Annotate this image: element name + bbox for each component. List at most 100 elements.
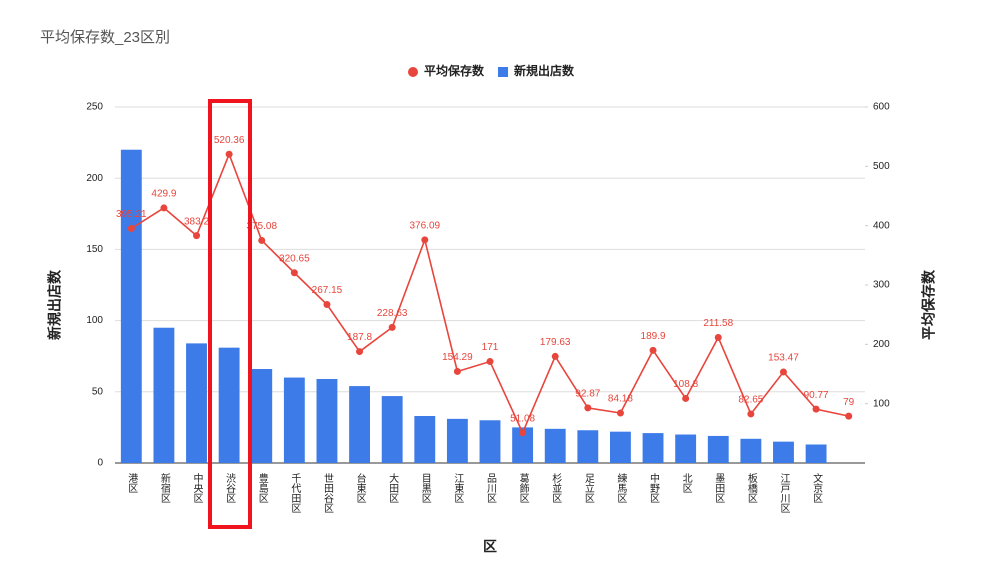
point <box>616 409 624 417</box>
data-label: 92.87 <box>575 389 600 400</box>
point <box>388 323 396 331</box>
point <box>225 150 233 158</box>
y2-tick-label: 600 <box>873 102 890 113</box>
legend: 平均保存数 新規出店数 <box>408 63 575 78</box>
x-tick-label: 大田区 <box>387 472 399 503</box>
bar <box>610 431 631 463</box>
bar <box>773 441 794 463</box>
x-tick-label: 葛飾区 <box>517 472 529 503</box>
x-tick-label: 品川区 <box>485 473 497 503</box>
point <box>519 429 527 437</box>
point <box>779 368 787 376</box>
y-tick-label: 150 <box>86 244 103 255</box>
x-tick-label: 千代田区 <box>289 473 301 513</box>
x-tick-label: 練馬区 <box>615 472 627 503</box>
bar <box>218 347 240 463</box>
point <box>258 236 266 244</box>
bar <box>414 416 436 463</box>
legend-swatch <box>408 67 418 77</box>
legend-swatch <box>498 67 509 77</box>
legend-label: 新規出店数 <box>514 63 575 78</box>
point <box>193 232 201 240</box>
x-tick-label: 墨田区 <box>713 473 725 503</box>
x-tick-label: 杉並区 <box>550 472 562 503</box>
data-label: 520.36 <box>214 135 245 146</box>
point <box>453 367 461 375</box>
y-tick-label: 250 <box>86 102 103 113</box>
y-tick-label: 50 <box>92 386 104 397</box>
bar <box>251 369 273 463</box>
point <box>356 348 364 356</box>
bar <box>544 428 566 463</box>
x-tick-label: 新宿区 <box>158 472 170 503</box>
data-label: 395.21 <box>116 209 147 220</box>
x-tick-label: 世田谷区 <box>321 473 333 513</box>
bar <box>446 418 468 463</box>
data-label: 189.9 <box>641 331 666 342</box>
bar <box>120 149 142 463</box>
data-label: 154.29 <box>442 352 473 363</box>
y2-tick-label: 100 <box>873 398 890 409</box>
x-tick-label: 目黒区 <box>419 473 431 503</box>
y2-tick-label: 300 <box>873 280 890 291</box>
point <box>682 394 690 402</box>
data-label: 153.47 <box>768 353 799 364</box>
y2-tick-label: 200 <box>873 339 890 350</box>
point <box>486 358 494 366</box>
bar <box>577 430 599 463</box>
bar <box>479 420 501 463</box>
y2-axis-title: 平均保存数 <box>921 269 937 340</box>
point <box>551 352 559 360</box>
data-label: 90.77 <box>804 390 829 401</box>
data-label: 108.8 <box>673 379 698 390</box>
data-label: 320.65 <box>279 253 310 264</box>
point <box>812 405 820 413</box>
point <box>421 236 429 244</box>
data-label: 82.65 <box>738 395 763 406</box>
point <box>290 269 298 277</box>
data-label: 383.2 <box>184 216 209 227</box>
bar <box>642 433 664 463</box>
y-tick-label: 0 <box>97 458 103 469</box>
x-tick-label: 豊島区 <box>256 472 268 503</box>
data-label: 375.08 <box>246 221 277 232</box>
x-tick-label: 中野区 <box>648 472 660 503</box>
x-tick-label: 中央区 <box>191 472 203 503</box>
bar <box>805 444 827 463</box>
point <box>584 404 592 412</box>
legend-label: 平均保存数 <box>424 63 485 78</box>
data-label: 429.9 <box>151 189 176 200</box>
x-tick-label: 江東区 <box>452 473 464 503</box>
bar <box>186 343 207 463</box>
data-label: 179.63 <box>540 337 571 348</box>
x-tick-label: 北区 <box>680 473 692 493</box>
data-label: 187.8 <box>347 332 372 343</box>
y-tick-label: 100 <box>86 315 103 326</box>
data-label: 376.09 <box>409 220 440 231</box>
y-tick-label: 200 <box>86 173 103 184</box>
x-tick-label: 港区 <box>126 473 138 493</box>
data-label: 84.18 <box>608 394 633 405</box>
data-label: 228.63 <box>377 308 408 319</box>
bar <box>512 427 534 463</box>
bar <box>381 396 403 463</box>
bar <box>316 378 338 463</box>
point <box>127 225 135 233</box>
data-label: 51.08 <box>510 413 535 424</box>
bar <box>153 327 175 463</box>
y2-tick-label: 500 <box>873 161 890 172</box>
x-axis-title: 区 <box>483 539 497 555</box>
x-tick-label: 渋谷区 <box>224 472 236 503</box>
data-label: 79 <box>843 397 855 408</box>
point <box>747 410 755 418</box>
point <box>160 204 168 212</box>
bar <box>707 435 729 463</box>
y2-tick-label: 400 <box>873 220 890 231</box>
x-tick-label: 足立区 <box>582 473 594 503</box>
data-label: 267.15 <box>312 285 343 296</box>
point <box>649 346 657 354</box>
y-axis-title: 新規出店数 <box>47 269 63 340</box>
chart-title: 平均保存数_23区別 <box>40 29 170 46</box>
x-tick-label: 江戸川区 <box>778 473 790 513</box>
